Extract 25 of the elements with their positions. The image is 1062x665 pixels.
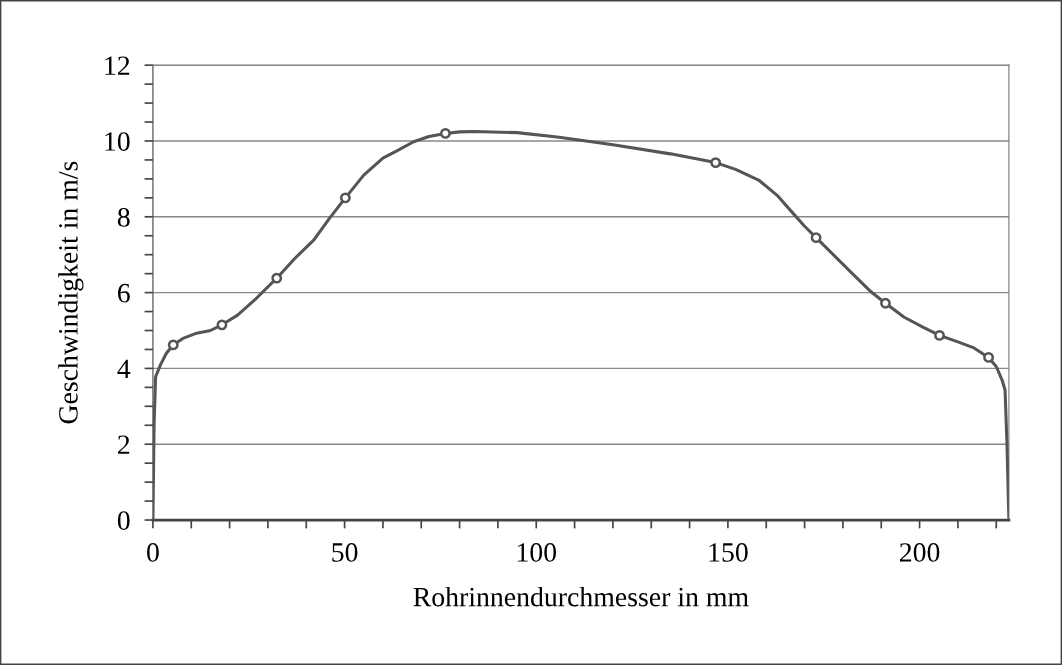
x-axis-title: Rohrinnendurchmesser in mm [413,586,749,607]
point [710,157,722,168]
y-tick-label: 12 [105,56,130,75]
point [934,330,945,341]
x-tick-label: 150 [709,543,748,562]
point [167,339,179,351]
x-tick-label: 50 [332,543,358,562]
x-tick-label: 0 [147,543,159,562]
y-tick-label: 10 [105,132,130,151]
x-tick-label: 100 [517,543,557,562]
point [271,272,283,284]
x-tick-label: 200 [899,543,940,562]
y-tick-label: 2 [118,435,130,454]
point [339,192,351,204]
y-axis-title: Geschwindigkeit in m/s [58,161,84,424]
point [983,352,994,363]
y-tick-label: 4 [117,359,131,379]
point [810,232,822,244]
line-series [152,129,1009,521]
y-tick-label: 0 [117,511,130,530]
point [880,297,891,309]
point [439,127,451,139]
y-tick-label: 8 [117,207,130,227]
point [216,319,228,331]
y-tick-label: 6 [118,283,130,303]
